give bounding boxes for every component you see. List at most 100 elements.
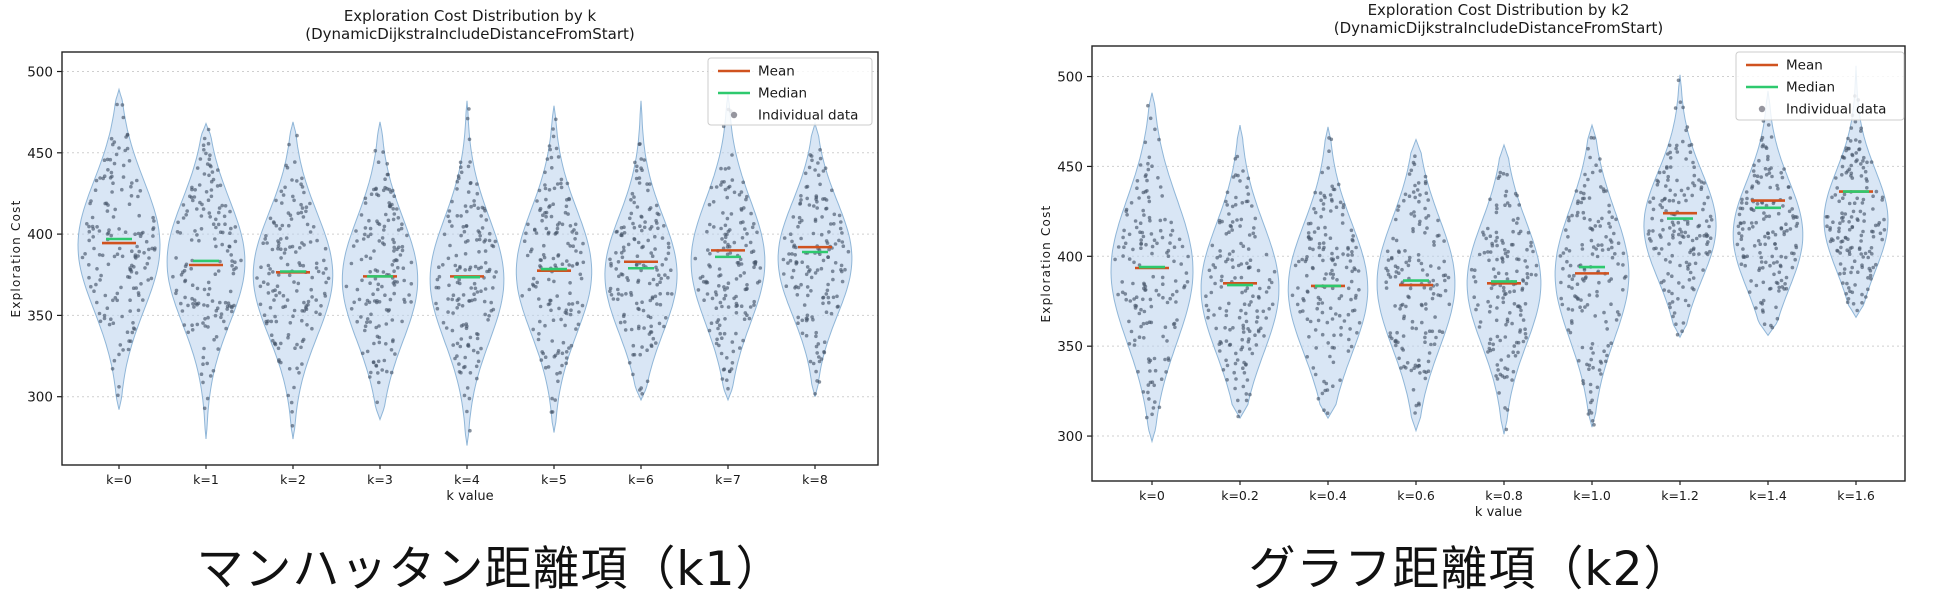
y-tick-label: 350 xyxy=(27,308,53,324)
violin-k=0.6: k=0.6 xyxy=(1376,138,1456,503)
violin-body xyxy=(604,100,678,402)
data-points xyxy=(608,142,674,396)
y-axis-label: Exploration Cost xyxy=(1039,205,1053,323)
data-points xyxy=(1204,154,1277,419)
data-points xyxy=(1558,135,1628,427)
x-tick-label: k=2 xyxy=(280,472,306,487)
x-tick-label: k=0 xyxy=(106,472,132,487)
chart-title: Exploration Cost Distribution by k2(Dyna… xyxy=(1334,1,1663,37)
legend: Mean Median Individual data xyxy=(1735,51,1905,121)
y-tick-label: 500 xyxy=(1057,70,1083,86)
x-tick-label: k=8 xyxy=(802,472,828,487)
x-tick-label: k=7 xyxy=(715,472,741,487)
x-tick-label: k=0.8 xyxy=(1485,488,1523,503)
y-tick-label: 400 xyxy=(27,227,53,243)
violin-chart-k1: 300 350 400 450 500 k=0 k=1 k=2 k=3 k=4 k=5 k=6 k=7 k… xyxy=(9,7,879,504)
x-tick-label: k=0.4 xyxy=(1309,488,1347,503)
data-points xyxy=(1646,78,1714,337)
legend-label: Median xyxy=(758,86,807,102)
data-points xyxy=(1384,154,1452,415)
violin-body xyxy=(341,121,419,421)
x-tick-label: k=1.0 xyxy=(1573,488,1611,503)
data-points xyxy=(1469,170,1539,432)
x-axis-label: k value xyxy=(446,489,493,504)
axes-frame xyxy=(61,51,879,466)
x-tick-label: k=1.4 xyxy=(1749,488,1787,503)
violin-k=8: k=8 xyxy=(777,121,853,487)
violin-k=0.8: k=0.8 xyxy=(1466,143,1542,503)
violin-body xyxy=(1287,126,1369,420)
violin-k=3: k=3 xyxy=(341,121,419,487)
y-tick-label: 300 xyxy=(27,390,53,406)
chart-title: Exploration Cost Distribution by k(Dynam… xyxy=(305,7,634,43)
violin-k=1.2: k=1.2 xyxy=(1643,74,1717,503)
x-axis-label: k value xyxy=(1475,505,1522,518)
data-points xyxy=(1290,136,1362,416)
figure-panel-k1: 300 350 400 450 500 k=0 k=1 k=2 k=3 k=4 k=5 k=6 k=7 k… xyxy=(9,7,879,597)
y-tick-label: 450 xyxy=(1057,159,1083,175)
x-tick-label: k=1 xyxy=(193,472,219,487)
x-tick-label: k=1.2 xyxy=(1661,488,1699,503)
y-tick-label: 450 xyxy=(27,146,53,162)
violin-k=2: k=2 xyxy=(252,121,334,487)
svg-text:Exploration Cost Distribution: Exploration Cost Distribution by k2 xyxy=(1368,1,1630,19)
violin-k=6: k=6 xyxy=(604,100,678,487)
data-points xyxy=(434,107,498,433)
data-points xyxy=(1824,94,1887,313)
x-tick-label: k=4 xyxy=(454,472,480,487)
violin-k=1.0: k=1.0 xyxy=(1554,123,1630,503)
violin-body xyxy=(1200,125,1280,420)
violin-k=0: k=0 xyxy=(1110,92,1194,503)
axes-frame xyxy=(1091,45,1906,482)
y-tick-label: 350 xyxy=(1057,339,1083,355)
violin-body xyxy=(166,122,246,440)
violin-k=1.4: k=1.4 xyxy=(1732,90,1804,503)
x-tick-label: k=3 xyxy=(367,472,393,487)
legend-label: Mean xyxy=(1786,58,1823,74)
violin-k=4: k=4 xyxy=(429,100,505,487)
violin-k=0: k=0 xyxy=(77,87,161,487)
legend: Mean Median Individual data xyxy=(707,57,873,126)
x-tick-label: k=0.6 xyxy=(1397,488,1435,503)
svg-text:Exploration Cost Distribution: Exploration Cost Distribution by k xyxy=(344,7,597,25)
y-axis-label: Exploration Cost xyxy=(9,200,23,318)
legend-label: Individual data xyxy=(1786,102,1886,118)
x-tick-label: k=6 xyxy=(628,472,654,487)
caption-k2: グラフ距離項（k2） xyxy=(1248,541,1692,597)
violin-k=5: k=5 xyxy=(515,105,593,487)
data-points xyxy=(693,107,763,391)
data-points xyxy=(344,148,414,405)
x-tick-label: k=1.6 xyxy=(1837,488,1875,503)
data-points xyxy=(520,117,586,414)
data-points xyxy=(1113,103,1190,420)
violin-chart-k2: 300 350 400 450 500 k=0 k=0.2 k=0.4 k=0.6 k=0.8 k=… xyxy=(1039,1,1906,518)
violin-body xyxy=(1643,74,1717,339)
caption-k1: マンハッタン距離項（k1） xyxy=(196,541,784,597)
violin-k=0.4: k=0.4 xyxy=(1287,126,1369,503)
y-tick-label: 400 xyxy=(1057,249,1083,265)
violin-body xyxy=(1732,90,1804,337)
violin-k=1.6: k=1.6 xyxy=(1823,65,1889,503)
violin-k=7: k=7 xyxy=(690,94,766,487)
violin-body xyxy=(252,121,334,440)
violin-body xyxy=(1554,123,1630,428)
legend-swatch-individual-data xyxy=(1758,105,1766,113)
legend-swatch-individual-data xyxy=(730,111,738,119)
legend-label: Median xyxy=(1786,80,1835,96)
data-points xyxy=(255,133,331,428)
figure-panel-k2: 300 350 400 450 500 k=0 k=0.2 k=0.4 k=0.6 k=0.8 k=… xyxy=(980,0,1960,610)
x-tick-label: k=0 xyxy=(1139,488,1165,503)
data-points xyxy=(171,127,243,411)
data-points xyxy=(1735,119,1800,330)
svg-text:(DynamicDijkstraIncludeDistanc: (DynamicDijkstraIncludeDistanceFromStart… xyxy=(1334,19,1663,37)
y-tick-label: 500 xyxy=(27,65,53,81)
y-tick-label: 300 xyxy=(1057,429,1083,445)
violin-k=1: k=1 xyxy=(166,122,246,487)
data-points xyxy=(781,148,851,396)
svg-text:(DynamicDijkstraIncludeDistanc: (DynamicDijkstraIncludeDistanceFromStart… xyxy=(305,25,634,43)
x-tick-label: k=5 xyxy=(541,472,567,487)
legend-label: Individual data xyxy=(758,108,858,124)
violin-body xyxy=(429,100,505,446)
violin-k=0.2: k=0.2 xyxy=(1200,125,1280,503)
